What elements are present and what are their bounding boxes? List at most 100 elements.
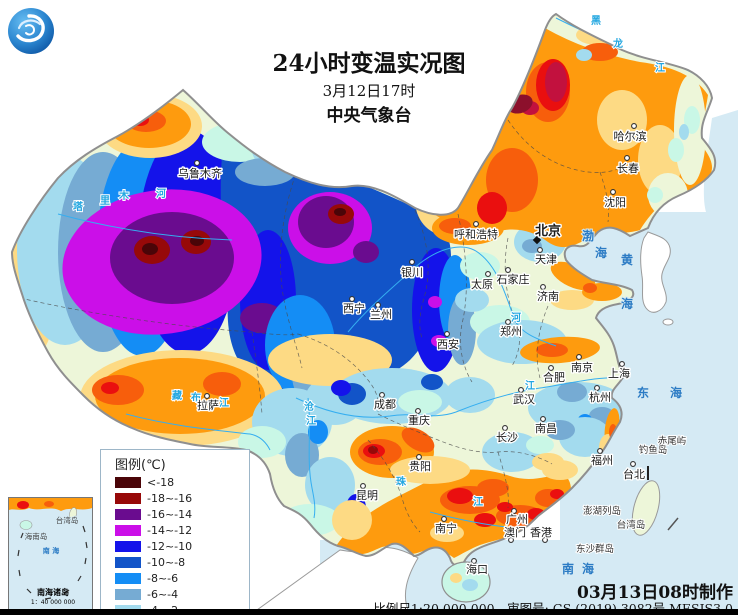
legend-label: -12~-10 [147,540,193,553]
sea-label: 海 [621,296,633,311]
city-marker [576,354,582,360]
river-label: 里 [100,195,110,207]
inset-label: 海南岛 [25,531,48,541]
legend-item: -6~-4 [115,586,192,602]
island-label: 赤尾屿 [658,435,687,447]
city-label: 福州 [591,453,613,467]
city-marker [505,267,511,273]
legend-swatch [115,509,141,521]
city-label: 香港 [530,526,552,539]
page-title: 24小时变温实况图 [272,50,466,77]
river-label: 黑 [591,15,601,27]
river-label: 河 [156,188,166,200]
city-marker [502,425,508,431]
city-marker [624,155,630,161]
city-marker [360,483,366,489]
city-label: 天津 [535,253,557,266]
city-marker [194,160,200,166]
inset-label: 南 海 [43,546,59,555]
legend-item: -16~-14 [115,507,192,523]
city-label: 银川 [401,265,423,279]
city-label: 拉萨 [197,398,219,412]
city-marker [508,537,514,543]
legend-label: <-18 [147,476,175,490]
sea-label: 海 [582,561,594,576]
city-marker [594,385,600,391]
legend-swatch [115,525,141,537]
legend-swatch [115,556,141,568]
inset-dash-line [17,525,88,600]
city-marker [630,461,636,467]
river-label: 沧 [304,400,314,413]
city-label: 广州 [506,513,528,526]
south-china-sea-inset: 台湾岛 海南岛南 海南海诸岛 1：40 000 000 [8,497,93,612]
river-label: 江 [219,396,229,409]
river-labels: 塔里木河黑龙江河江藏布江沧江珠江 [72,14,666,509]
legend-swatch [115,572,141,584]
legend: 图例(℃) <-18 -18~-16 -16~-14 -14~-12 -12~-10 -1… [100,449,250,615]
legend-label: -16~-14 [147,508,193,522]
city-marker [518,387,524,393]
city-label: 呼和浩特 [454,227,498,241]
river-label: 江 [306,414,316,427]
city-marker [540,284,546,290]
city-label: 长春 [617,162,639,175]
city-marker [375,302,381,308]
legend-swatch [115,588,141,600]
city-label: 哈尔滨 [614,129,647,143]
city-label: 昆明 [356,489,378,502]
city-label: 西安 [437,337,459,351]
legend-swatch [115,541,141,552]
river-label: 龙 [612,37,623,50]
city-label: 杭州 [589,390,611,404]
city-label: 上海 [608,366,630,380]
city-label: 南宁 [435,521,457,535]
river-label: 藏 [172,389,182,402]
city-marker [349,296,355,302]
inset-label: 南海诸岛 [37,587,69,597]
islands [441,466,679,603]
city-marker [505,319,511,325]
city-marker [631,123,637,129]
agency-name: 中央气象台 [326,106,412,126]
legend-label: -6~-4 [147,587,179,601]
city-marker [441,516,447,522]
city-marker [444,331,450,337]
inset-label: 台湾岛 [56,515,79,525]
temperature-regions [12,17,713,558]
city-marker [537,247,543,253]
city-label: 台北 [623,467,645,481]
island-label: 钓鱼岛 [639,444,668,456]
city-label: 兰州 [370,308,392,321]
city-label: 长沙 [496,431,518,444]
river-label: 江 [655,61,665,74]
city-label: 郑州 [500,324,522,338]
sea-label: 海 [595,245,607,260]
city-marker [471,558,477,564]
river-label: 江 [525,379,535,392]
city-marker [379,392,385,398]
city-label: 重庆 [408,413,430,427]
legend-label: -14~-12 [147,524,193,538]
river-label: 木 [118,189,130,202]
foreign-land [249,231,674,615]
city-label: 南京 [571,360,593,374]
observation-time: 3月12日17时 [322,82,416,100]
legend-item: -12~-10 [115,539,192,555]
legend-item: -14~-12 [115,523,192,539]
city-marker [416,454,422,460]
island-label: 台湾岛 [617,519,646,531]
city-label: 南昌 [535,422,557,435]
legend-label: -18~-16 [147,492,193,506]
inset-hainan [19,520,33,530]
city-label: 澳门 [504,525,526,539]
river-label: 塔 [73,200,84,213]
city-label: 合肥 [543,370,565,384]
city-marker [597,448,603,454]
city-label: 贵阳 [409,460,431,473]
legend-label: -10~-8 [147,555,186,569]
